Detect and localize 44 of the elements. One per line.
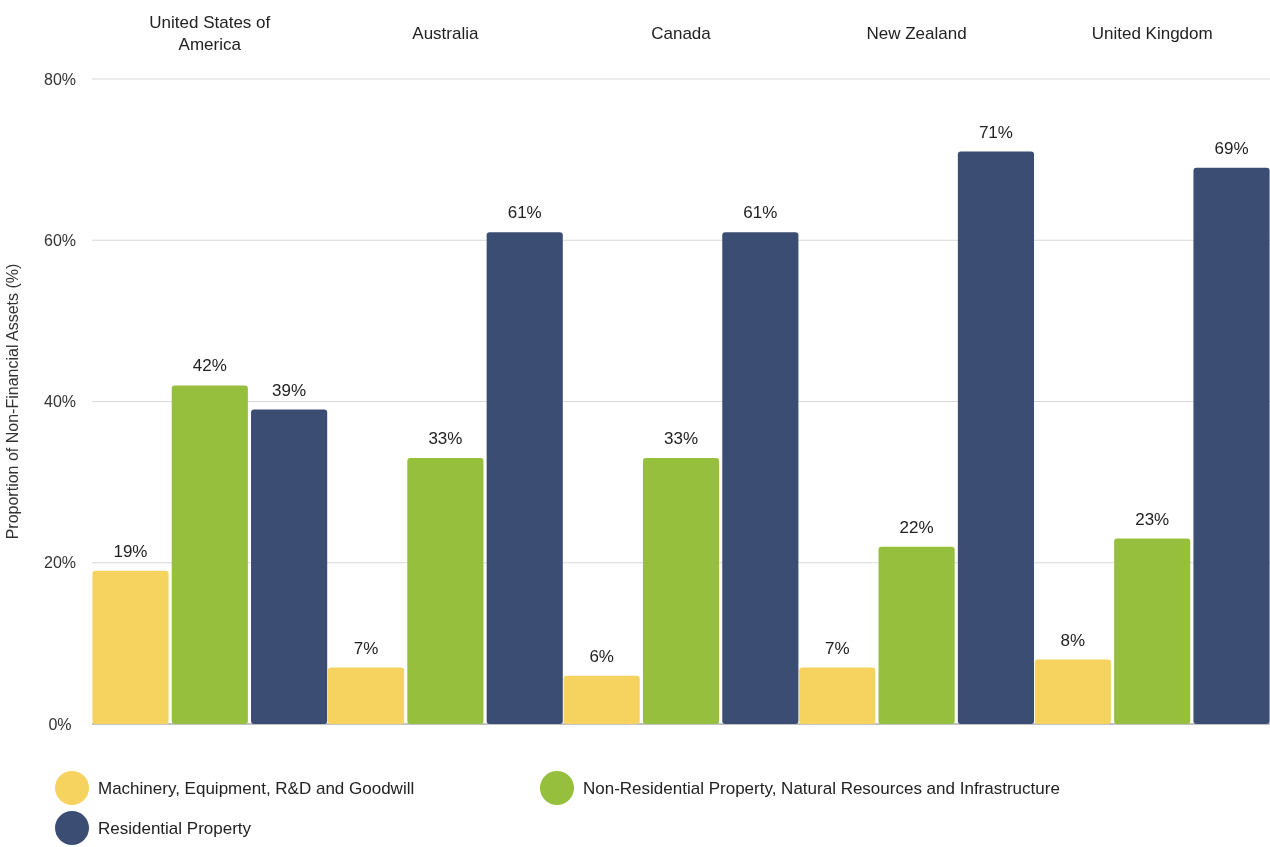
bar	[1114, 538, 1191, 724]
y-tick-label: 0%	[48, 715, 72, 733]
x-tick-label: New Zealand	[866, 23, 967, 43]
data-label: 71%	[978, 122, 1013, 142]
bar	[878, 546, 955, 724]
bar	[1193, 167, 1270, 724]
bar	[407, 457, 484, 724]
x-tick-label: United Kingdom	[1091, 23, 1213, 43]
y-axis-title: Proportion of Non-Financial Assets (%)	[4, 263, 21, 540]
data-label: 39%	[272, 380, 307, 400]
bar	[171, 385, 248, 724]
bar	[642, 457, 720, 724]
bar	[957, 151, 1034, 724]
data-label: 6%	[589, 646, 614, 666]
data-label: 61%	[507, 203, 542, 223]
x-tick-label: United States of America	[149, 12, 271, 54]
data-label: 23%	[1135, 509, 1170, 529]
bar	[328, 667, 405, 724]
data-label: 33%	[428, 428, 463, 448]
x-tick-label: Canada	[651, 23, 712, 43]
data-label: 19%	[113, 541, 148, 561]
data-label: 33%	[663, 428, 699, 448]
data-label: 22%	[899, 517, 934, 537]
legend-label: Residential Property	[98, 818, 252, 838]
legend-label: Non-Residential Property, Natural Resources and Infrastructure	[583, 778, 1060, 798]
data-label: 69%	[1214, 138, 1249, 158]
data-label: 61%	[743, 203, 778, 223]
x-tick-label: Australia	[412, 23, 480, 43]
y-tick-label: 80%	[43, 70, 77, 88]
data-label: 7%	[353, 638, 379, 658]
data-label: 42%	[192, 356, 227, 376]
bar	[1034, 659, 1111, 724]
data-label: 7%	[824, 638, 850, 658]
bar	[799, 667, 876, 724]
y-tick-label: 20%	[43, 554, 77, 572]
bar	[486, 232, 563, 724]
bar	[722, 232, 799, 724]
y-tick-label: 60%	[43, 231, 77, 249]
bar	[251, 409, 328, 724]
bar	[563, 675, 640, 724]
legend-label: Machinery, Equipment, R&D and Goodwill	[98, 778, 415, 798]
bar	[92, 570, 169, 724]
data-label: 8%	[1060, 630, 1086, 650]
y-tick-label: 40%	[43, 393, 77, 411]
